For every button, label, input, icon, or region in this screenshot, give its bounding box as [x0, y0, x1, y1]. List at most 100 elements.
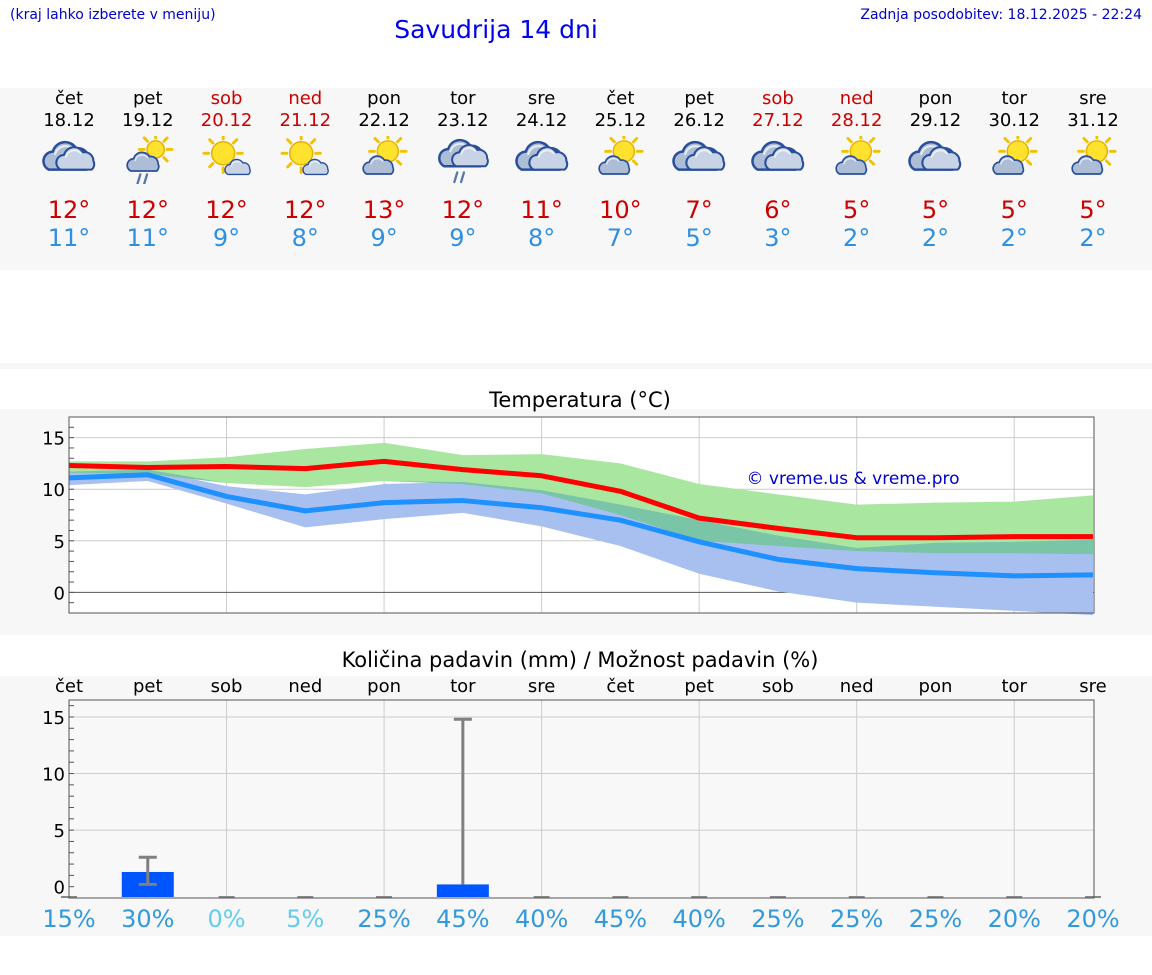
day-forecast: pet 19.12 12° 11° [109, 88, 187, 252]
max-temp: 11° [520, 196, 563, 224]
precip-probability: 25% [357, 905, 410, 933]
precip-chart-title: Količina padavin (mm) / Možnost padavin … [341, 648, 819, 672]
day-date: 23.12 [437, 110, 489, 131]
overlap-band [69, 469, 1094, 555]
day-name: pon [918, 88, 953, 109]
cloudy-icon [751, 140, 805, 171]
day-name: čet [54, 88, 84, 109]
day-forecast: čet 25.12 10° 7° [581, 88, 659, 252]
day-forecast: sob 20.12 12° 9° [188, 88, 266, 252]
plot-frame [68, 699, 1095, 899]
day-name: pet [684, 88, 714, 109]
min-temp: 9° [370, 224, 398, 252]
day-label: sob [762, 676, 794, 697]
day-forecast: ned 21.12 12° 8° [266, 88, 344, 252]
max-temp: 7° [685, 196, 713, 224]
last-update: Zadnja posodobitev: 18.12.2025 - 22:24 [860, 7, 1142, 23]
cloudy-icon [908, 140, 962, 171]
sun-cloud-icon [362, 136, 408, 175]
page-title: Savudrija 14 dni [394, 15, 598, 44]
max-temp: 12° [47, 196, 91, 224]
max-temp: 5° [921, 196, 950, 224]
min-temp: 9° [449, 224, 477, 252]
max-temp: 6° [764, 196, 792, 224]
sun-cloud-icon [598, 136, 644, 175]
min-temp: 8° [527, 224, 556, 252]
plot-frame [68, 416, 1095, 614]
day-date: 29.12 [909, 110, 962, 131]
day-name: pet [132, 88, 163, 109]
precip-probability: 45% [436, 905, 489, 933]
min-temp: 2° [843, 224, 871, 252]
day-date: 19.12 [122, 110, 174, 131]
y-tick-label: 5 [54, 821, 65, 842]
cloudy-icon [42, 140, 96, 171]
day-date: 27.12 [752, 110, 804, 131]
min-temp: 8° [291, 224, 319, 252]
max-temp: 5° [843, 196, 871, 224]
cloudy-icon [672, 140, 726, 171]
max-temp: 12° [126, 196, 170, 224]
day-date: 21.12 [279, 110, 332, 131]
precip-bar [436, 884, 489, 897]
day-date: 20.12 [200, 110, 253, 131]
day-label: pet [133, 676, 163, 697]
temperature-chart: 0 5 10 15 © vreme.us & vreme.pro [42, 416, 1095, 616]
max-temp: 12° [284, 196, 327, 224]
precip-probability: 0% [208, 905, 246, 933]
precip-probability: 5% [286, 905, 324, 933]
day-date: 18.12 [43, 110, 95, 131]
daily-forecast: čet 18.12 12° 11° pet 19.12 12° 11° sob 20.12 1… [0, 88, 1152, 268]
precip-probability: 40% [515, 905, 568, 933]
precip-probability: 25% [830, 905, 883, 933]
sun-cloud-icon [992, 136, 1038, 175]
min-temp: 11° [126, 224, 170, 252]
max-temp: 5° [1079, 196, 1107, 224]
max-temp-line [68, 458, 1094, 541]
day-name: sre [1079, 88, 1107, 109]
day-date: 31.12 [1067, 110, 1119, 131]
sun-cloud-rain-icon [126, 136, 174, 184]
min-temp: 2° [921, 224, 950, 252]
day-label: tor [1001, 676, 1027, 697]
day-date: 24.12 [515, 110, 568, 131]
day-label: sre [528, 676, 555, 697]
precip-probability: 25% [751, 905, 804, 933]
y-tick-label: 0 [54, 878, 65, 899]
max-temp: 12° [205, 196, 248, 224]
day-label: ned [840, 676, 874, 697]
day-name: sre [527, 88, 556, 109]
min-temp: 11° [47, 224, 91, 252]
precip-probability: 15% [42, 905, 95, 933]
day-forecast: tor 23.12 12° 9° [424, 88, 502, 252]
temp-chart-title: Temperatura (°C) [489, 388, 671, 412]
y-tick-label: 10 [42, 480, 65, 501]
max-temp: 12° [441, 196, 485, 224]
day-forecast: čet 18.12 12° 11° [30, 88, 108, 252]
day-name: tor [1001, 88, 1027, 109]
y-tick-label: 5 [54, 532, 65, 553]
min-temp-line [68, 472, 1094, 579]
cloud-rain-icon [437, 138, 489, 184]
plot-area [69, 700, 1094, 898]
sun-small-cloud-icon [280, 136, 330, 176]
min-range-band [69, 469, 1094, 616]
day-name: ned [288, 88, 323, 109]
day-label: čet [606, 676, 634, 697]
min-temp: 9° [212, 224, 241, 252]
max-temp: 10° [599, 196, 642, 224]
day-date: 26.12 [673, 110, 725, 131]
day-forecast: tor 30.12 5° 2° [975, 88, 1053, 252]
y-tick-label: 0 [54, 583, 65, 604]
day-name: sob [210, 88, 243, 109]
precip-probability: 40% [672, 905, 725, 933]
day-forecast: pon 29.12 5° 2° [896, 88, 974, 252]
day-forecast: pet 26.12 7° 5° [660, 88, 738, 252]
day-date: 25.12 [594, 110, 647, 131]
precip-probability: 45% [594, 905, 647, 933]
day-name: čet [606, 88, 635, 109]
min-temp: 7° [606, 224, 635, 252]
day-label: pon [367, 676, 401, 697]
day-label: pon [919, 676, 953, 697]
min-temp: 2° [1079, 224, 1107, 252]
